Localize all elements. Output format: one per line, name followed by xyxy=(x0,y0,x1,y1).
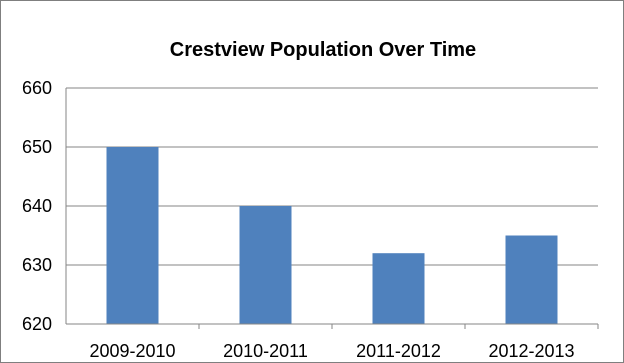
x-tick-labels: 2009-2010 2010-2011 2011-2012 2012-2013 xyxy=(89,341,574,361)
bar-2012-2013 xyxy=(505,235,558,324)
y-tick-label: 660 xyxy=(22,78,52,98)
bar-2010-2011 xyxy=(239,206,292,324)
axes xyxy=(65,88,599,329)
x-tick-label: 2011-2012 xyxy=(356,341,441,361)
chart-title: Crestview Population Over Time xyxy=(170,39,476,61)
x-tick-label: 2009-2010 xyxy=(89,341,175,361)
y-tick-labels: 620 630 640 650 660 xyxy=(22,78,52,334)
bars xyxy=(106,147,558,324)
x-tick-label: 2010-2011 xyxy=(223,341,308,361)
bar-2011-2012 xyxy=(372,253,425,324)
y-tick-label: 620 xyxy=(22,314,52,334)
bar-2009-2010 xyxy=(106,147,159,324)
y-tick-label: 630 xyxy=(22,255,52,275)
y-tick-label: 650 xyxy=(22,137,52,157)
x-tick-label: 2012-2013 xyxy=(488,341,574,361)
y-tick-label: 640 xyxy=(22,196,52,216)
